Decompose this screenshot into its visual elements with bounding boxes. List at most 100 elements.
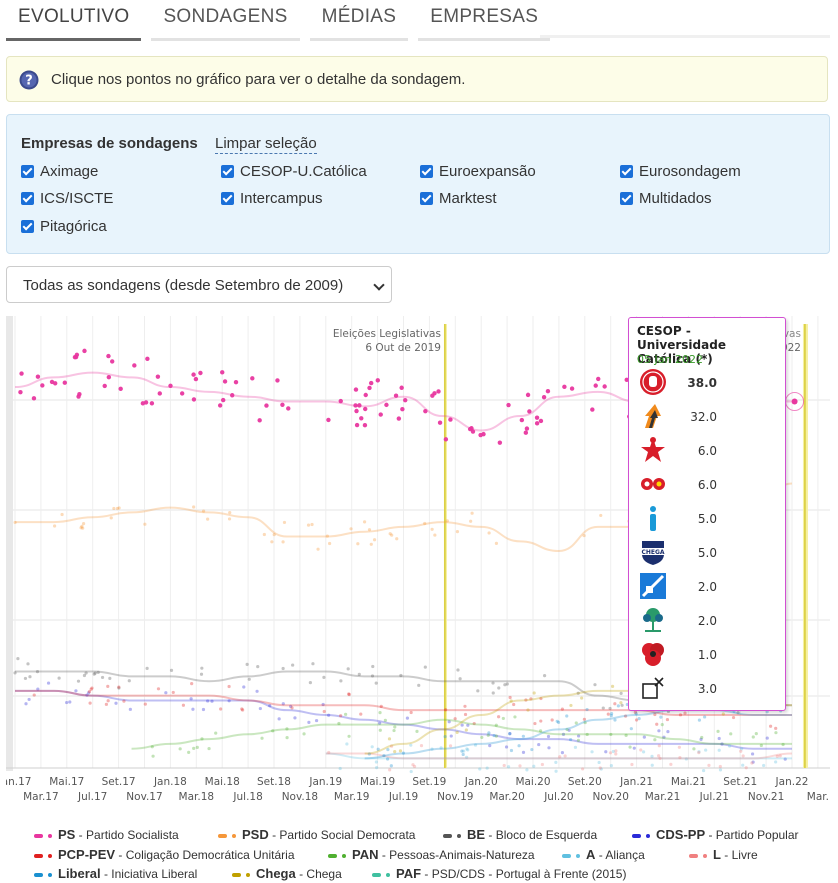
poll-point-ps	[443, 437, 449, 442]
legend-item-chega[interactable]: Chega - Chega	[232, 866, 342, 881]
poll-point-ps	[40, 383, 45, 388]
tooltip-value: 5.0	[697, 512, 717, 526]
poll-point-be	[311, 662, 315, 666]
poll-point-ps	[191, 372, 196, 377]
checkbox-pitagorica[interactable]: Pitagórica	[21, 218, 107, 235]
poll-point-l	[775, 754, 779, 758]
poll-point-cds-pp	[765, 736, 769, 740]
poll-point-pan	[347, 734, 351, 738]
legend-item-paf[interactable]: PAF - PSD/CDS - Portugal à Frente (2015)	[372, 866, 626, 881]
poll-point-ps	[497, 440, 503, 445]
poll-point-psd	[143, 522, 147, 526]
checkbox-marktest[interactable]: Marktest	[420, 190, 497, 207]
poll-point-pan	[660, 723, 664, 727]
poll-point-be	[23, 676, 28, 681]
poll-point-psd	[445, 519, 449, 523]
poll-point-ps	[230, 393, 235, 398]
checkbox-checked-icon	[221, 165, 234, 178]
poll-point-ps	[437, 420, 443, 425]
poll-point-l	[389, 744, 394, 748]
poll-point-l	[718, 764, 722, 769]
x-tick-label: Set.20	[568, 776, 602, 788]
checkbox-eurosondagem[interactable]: Eurosondagem	[620, 163, 741, 180]
poll-point-pan	[729, 732, 733, 736]
poll-point-cds-pp	[377, 721, 382, 725]
poll-point-cds-pp	[258, 706, 262, 711]
poll-point-a	[409, 743, 413, 747]
poll-point-ps	[72, 354, 78, 360]
checkbox-cesop[interactable]: CESOP-U.Católica	[221, 163, 367, 180]
poll-point-l	[419, 743, 424, 748]
poll-point-a	[465, 747, 469, 751]
poll-point-liberal	[585, 707, 589, 712]
poll-point-l	[448, 744, 453, 748]
tab-empresas[interactable]: EMPRESAS	[418, 0, 551, 41]
checkbox-multidados[interactable]: Multidados	[620, 190, 712, 207]
poll-point-pcp-pev	[117, 685, 121, 689]
legend-item-cds-pp[interactable]: CDS-PP - Partido Popular	[632, 827, 799, 842]
poll-point-be	[76, 679, 81, 683]
legend-item-be[interactable]: BE - Bloco de Esquerda	[443, 827, 597, 842]
tooltip-value: 2.0	[697, 614, 717, 628]
poll-point-pan	[565, 727, 569, 732]
poll-point-a	[430, 747, 434, 751]
poll-point-ps	[18, 389, 23, 395]
poll-point-cds-pp	[314, 718, 319, 723]
checkbox-intercampus[interactable]: Intercampus	[221, 190, 323, 207]
poll-point-ps	[399, 385, 404, 390]
legend-item-pan[interactable]: PAN - Pessoas-Animais-Natureza	[328, 847, 535, 862]
poll-point-psd	[599, 513, 603, 518]
poll-range-select[interactable]: Todas as sondagens (desde Setembro de 20…	[6, 266, 392, 303]
poll-point-psd	[13, 520, 17, 525]
checkbox-label: Intercampus	[240, 190, 323, 207]
tooltip-row-pan: 2.0	[639, 606, 779, 636]
poll-point-pan	[200, 737, 204, 741]
legend-item-ps[interactable]: PS - Partido Socialista	[34, 827, 179, 842]
poll-point-ps	[220, 370, 225, 375]
x-tick-label: Jul.19	[388, 791, 418, 803]
poll-point-pan	[754, 732, 758, 736]
legend-item-liberal[interactable]: Liberal - Iniciativa Liberal	[34, 866, 197, 881]
tab-sondagens[interactable]: SONDAGENS	[151, 0, 300, 41]
poll-point-ps	[357, 403, 362, 408]
pan-tree-icon	[643, 608, 663, 632]
checkbox-ics-iscte[interactable]: ICS/ISCTE	[21, 190, 113, 207]
poll-point-ps	[52, 381, 58, 386]
poll-point-liberal	[517, 744, 521, 748]
legend-item-psd[interactable]: PSD - Partido Social Democrata	[218, 827, 415, 842]
info-banner: ? Clique nos pontos no gráfico para ver …	[6, 56, 828, 102]
poll-point-psd	[272, 533, 276, 537]
poll-point-a	[609, 764, 613, 768]
poll-point-cds-pp	[210, 699, 214, 703]
poll-point-psd	[81, 522, 86, 526]
poll-point-psd	[201, 509, 206, 513]
poll-point-pcp-pev	[156, 687, 161, 691]
poll-point-pcp-pev	[443, 708, 448, 712]
poll-point-pcp-pev	[533, 721, 537, 726]
clear-selection-link[interactable]: Limpar seleção	[215, 135, 317, 154]
poll-point-l	[677, 745, 681, 749]
svg-text:?: ?	[25, 74, 33, 89]
poll-point-pcp-pev	[550, 718, 554, 722]
poll-point-pcp-pev	[463, 704, 467, 708]
tab-evolutivo[interactable]: EVOLUTIVO	[6, 0, 142, 41]
poll-point-cds-pp	[293, 716, 297, 720]
poll-point-psd	[369, 542, 373, 546]
poll-point-l	[411, 763, 415, 767]
poll-point-pcp-pev	[219, 707, 223, 711]
poll-point-ps	[264, 403, 269, 408]
tooltip-row-pcp-pev: 6.0	[639, 470, 779, 500]
legend-item-a[interactable]: A - Aliança	[562, 847, 645, 862]
poll-point-be	[308, 681, 312, 685]
poll-point-cds-pp	[268, 703, 272, 708]
tab-medias[interactable]: MÉDIAS	[309, 0, 409, 41]
checkbox-aximage[interactable]: Aximage	[21, 163, 98, 180]
poll-point-l	[669, 762, 673, 766]
poll-point-pcp-pev	[529, 697, 533, 701]
poll-point-l	[563, 754, 567, 758]
poll-point-a	[718, 768, 723, 772]
checkbox-euroexpansao[interactable]: Euroexpansão	[420, 163, 536, 180]
legend-item-l[interactable]: L - Livre	[689, 847, 758, 862]
x-tick-label: Mai.18	[205, 776, 240, 788]
legend-item-pcp-pev[interactable]: PCP-PEV - Coligação Democrática Unitária	[34, 847, 295, 862]
